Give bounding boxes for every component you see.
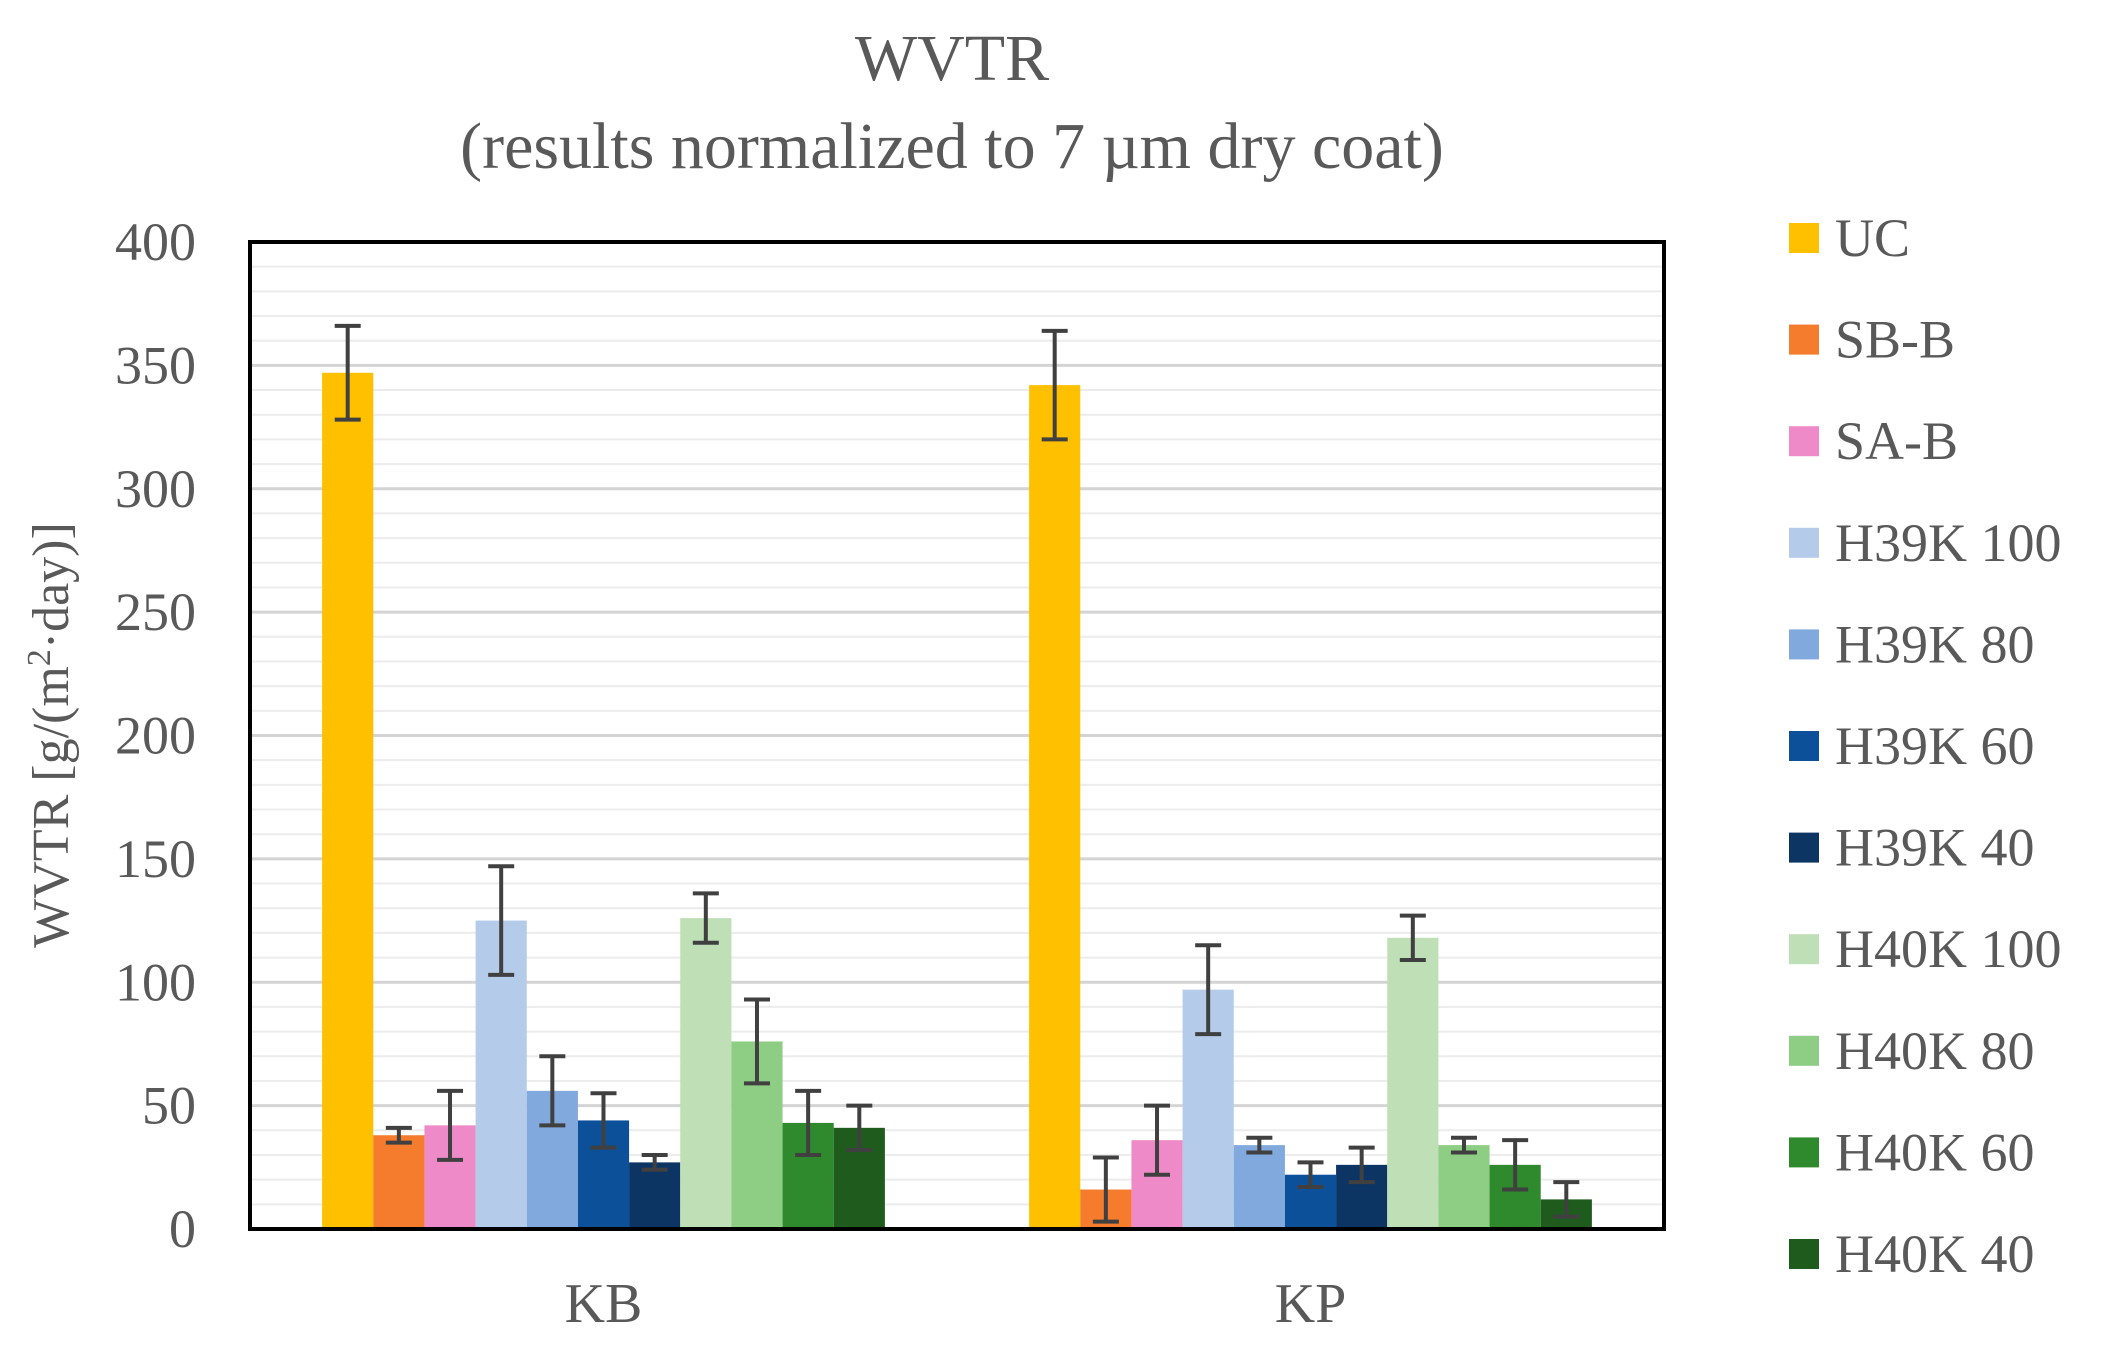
legend-label: H39K 40 (1835, 818, 2035, 878)
bar-kb-sb-b (373, 1135, 425, 1229)
y-tick-label: 200 (115, 706, 196, 766)
legend-swatch (1789, 629, 1819, 660)
bar-kb-uc (322, 372, 374, 1230)
legend-swatch (1789, 934, 1819, 965)
y-axis-label-main: WVTR [g/(m (23, 666, 80, 948)
legend-label: UC (1835, 208, 1910, 268)
legend-swatch (1789, 223, 1819, 253)
chart-title: WVTR (855, 22, 1049, 95)
legend-swatch (1789, 1137, 1819, 1168)
y-tick-label: 100 (115, 952, 196, 1012)
legend-swatch (1789, 324, 1819, 355)
y-axis-label-superscript: 2 (21, 649, 58, 666)
bar-kp-h40k-100 (1387, 937, 1439, 1229)
legend-swatch (1789, 1239, 1819, 1269)
y-tick-label: 300 (115, 459, 196, 519)
bars (322, 372, 1592, 1230)
y-tick-label: 400 (115, 212, 196, 272)
legend-swatch (1789, 731, 1819, 761)
error-bars (334, 323, 1580, 1224)
bar-kp-h40k-80 (1438, 1145, 1490, 1229)
plot-area-border (248, 240, 1666, 1231)
legend-swatch (1789, 527, 1819, 558)
legend-label: H39K 60 (1835, 716, 2035, 776)
legend-label: H39K 80 (1835, 614, 2035, 674)
legend-label: H40K 60 (1835, 1122, 2035, 1182)
bar-kb-h40k-100 (680, 918, 732, 1229)
y-tick-label: 350 (115, 335, 196, 395)
legend-swatch (1789, 1035, 1819, 1066)
y-tick-label: 150 (115, 829, 196, 889)
y-axis-label-tail: ·day)] (23, 522, 80, 649)
gridlines (250, 265, 1664, 1206)
y-axis-label: WVTR [g/(m2·day)] (21, 522, 80, 948)
y-tick-label: 250 (115, 582, 196, 642)
y-tick-label: 0 (169, 1199, 196, 1259)
legend: UC SB-B SA-B H39K 100 H39K 80 H39K 60 H39K 40 H… (1789, 208, 2062, 1284)
x-axis-categories: KB KP (565, 1273, 1347, 1335)
bar-kp-uc (1029, 385, 1081, 1229)
y-tick-label: 50 (142, 1076, 196, 1136)
chart-subtitle: (results normalized to 7 µm dry coat) (460, 110, 1444, 183)
legend-label: H40K 40 (1835, 1224, 2035, 1284)
bar-kb-h39k-40 (629, 1162, 681, 1229)
legend-swatch (1789, 832, 1819, 863)
bar-kp-h39k-80 (1233, 1145, 1285, 1229)
x-category-label: KP (1275, 1273, 1347, 1335)
legend-label: SB-B (1835, 310, 1955, 370)
legend-label: H40K 80 (1835, 1021, 2035, 1081)
x-category-label: KB (565, 1273, 643, 1335)
y-axis-ticks: 0 50 100 150 200 250 300 350 400 (115, 212, 196, 1259)
legend-label: SA-B (1835, 411, 1958, 471)
legend-swatch (1789, 426, 1819, 457)
legend-label: H40K 100 (1835, 919, 2062, 979)
legend-label: H39K 100 (1835, 513, 2062, 573)
